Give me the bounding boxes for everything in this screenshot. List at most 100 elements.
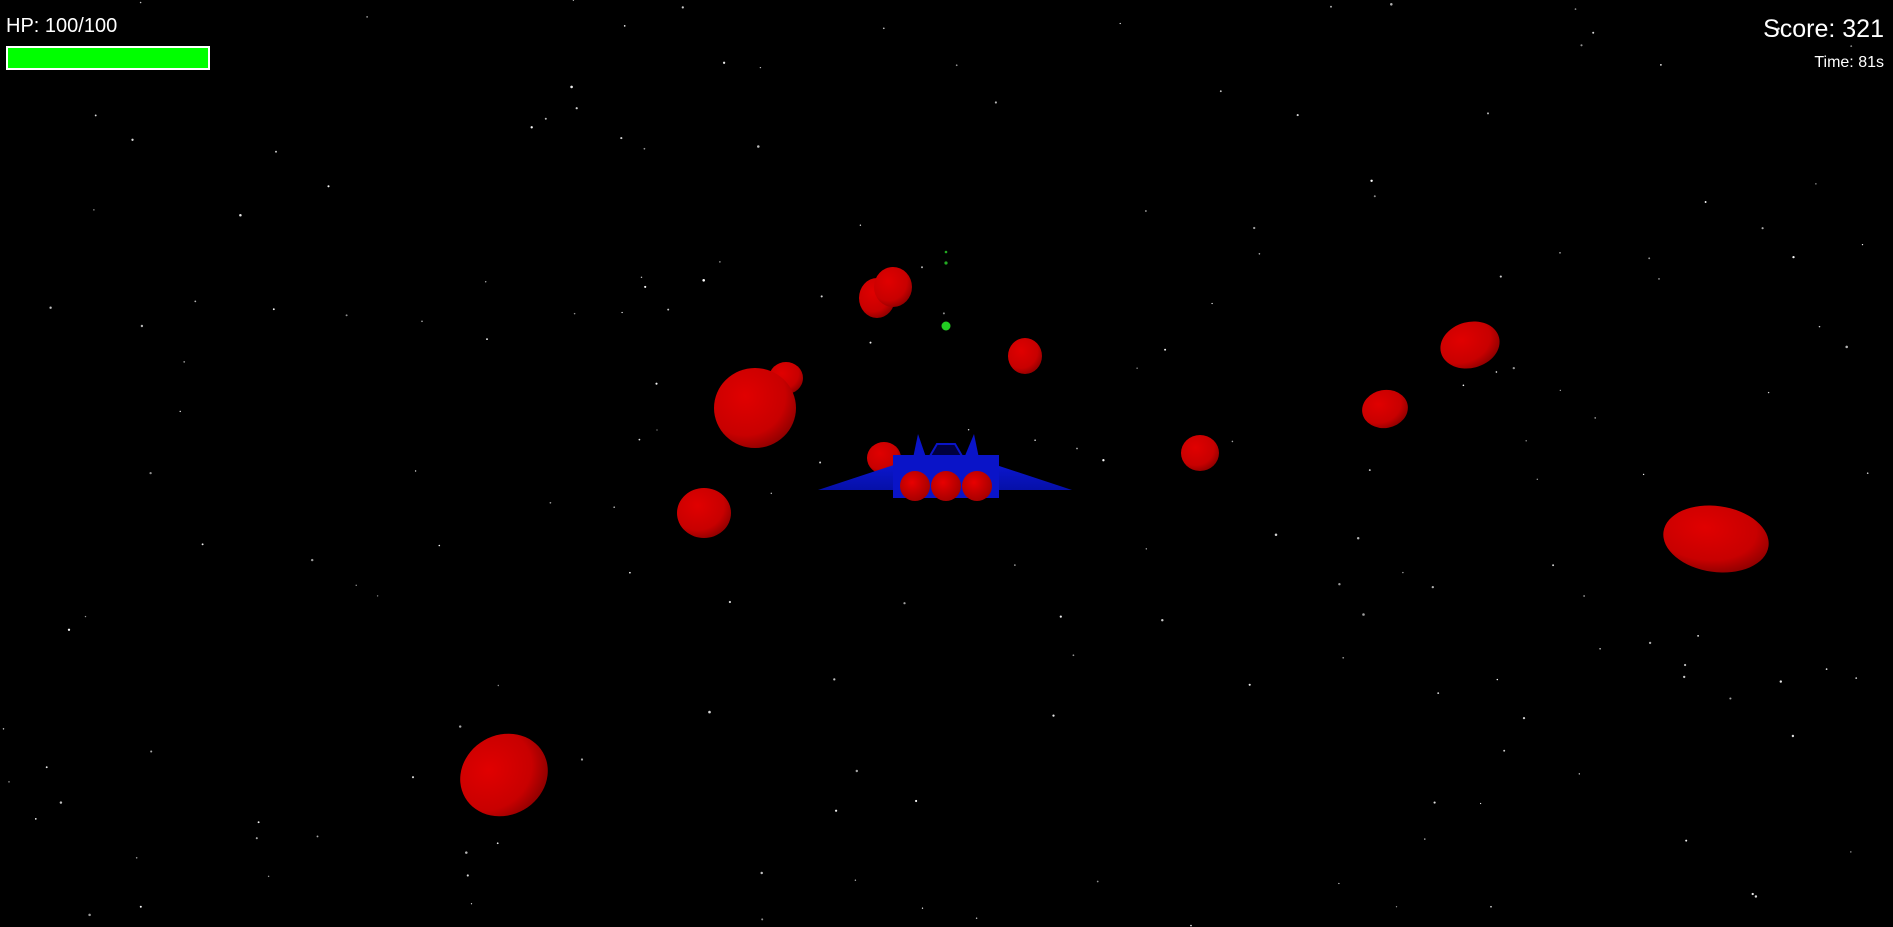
star xyxy=(131,138,134,141)
star xyxy=(1253,226,1256,230)
star xyxy=(458,725,462,728)
star xyxy=(1592,31,1595,34)
hp-label: HP: 100/100 xyxy=(6,15,118,37)
star xyxy=(640,276,643,279)
star xyxy=(345,314,348,317)
star xyxy=(1431,585,1434,589)
star xyxy=(994,101,997,104)
star xyxy=(149,471,152,475)
star xyxy=(1861,243,1864,246)
star xyxy=(1779,680,1782,683)
star xyxy=(316,835,319,838)
star xyxy=(194,300,197,303)
star xyxy=(621,311,623,314)
star xyxy=(1818,325,1821,328)
star xyxy=(1559,389,1561,392)
star xyxy=(1330,5,1332,8)
star xyxy=(1767,391,1770,394)
star xyxy=(1845,345,1848,349)
star xyxy=(915,799,918,803)
star xyxy=(1580,44,1583,47)
star xyxy=(572,0,575,1)
star xyxy=(140,324,144,328)
star xyxy=(486,338,488,341)
asteroid xyxy=(1440,321,1500,369)
star xyxy=(882,27,885,30)
star xyxy=(1368,469,1371,472)
star xyxy=(629,571,631,574)
star xyxy=(1395,906,1398,908)
star xyxy=(1370,179,1373,183)
star xyxy=(1815,183,1817,185)
star xyxy=(201,543,204,546)
star xyxy=(833,678,836,681)
star xyxy=(580,758,584,761)
asteroid xyxy=(1663,505,1769,573)
star xyxy=(1052,714,1055,717)
star xyxy=(623,25,626,27)
star xyxy=(1059,615,1062,618)
star xyxy=(59,801,63,804)
star xyxy=(761,918,764,921)
star xyxy=(820,295,823,298)
asteroid xyxy=(1362,389,1408,429)
star xyxy=(1559,252,1561,254)
ship-engine-center xyxy=(931,471,961,501)
star xyxy=(414,470,417,472)
star xyxy=(1161,618,1164,622)
star xyxy=(1487,112,1489,115)
star xyxy=(549,501,552,504)
star xyxy=(869,341,872,344)
star xyxy=(179,410,181,413)
star xyxy=(93,209,95,211)
ship-engine-left xyxy=(900,471,930,501)
star xyxy=(1648,257,1651,260)
star xyxy=(1248,683,1251,686)
star xyxy=(135,857,138,859)
star xyxy=(1258,253,1261,255)
star xyxy=(45,766,48,769)
star xyxy=(49,306,52,309)
star xyxy=(544,117,547,120)
star xyxy=(1102,459,1105,462)
star xyxy=(1145,210,1147,212)
star xyxy=(411,776,415,779)
star xyxy=(1685,839,1688,842)
star xyxy=(708,710,711,714)
star xyxy=(421,320,423,323)
star xyxy=(1599,647,1601,650)
star xyxy=(1729,697,1732,700)
star xyxy=(1136,367,1138,369)
star xyxy=(376,595,379,597)
star xyxy=(1642,473,1645,476)
star xyxy=(656,429,658,431)
star xyxy=(1683,675,1686,679)
score-label: Score: 321 xyxy=(1763,15,1884,43)
hp-bar xyxy=(6,46,210,70)
asteroid xyxy=(677,488,731,538)
star xyxy=(1373,195,1376,198)
star xyxy=(94,114,97,117)
asteroid xyxy=(1181,435,1219,471)
star xyxy=(1296,114,1299,117)
star xyxy=(1362,613,1365,616)
star xyxy=(967,428,970,431)
star xyxy=(183,361,186,363)
star xyxy=(1231,440,1234,443)
star xyxy=(1751,892,1754,896)
star xyxy=(719,261,721,263)
star xyxy=(770,492,773,495)
star xyxy=(2,728,5,730)
star xyxy=(1792,255,1795,259)
green-laser-bolt xyxy=(944,250,948,254)
star xyxy=(1777,27,1780,30)
star xyxy=(1825,668,1828,670)
star xyxy=(1791,734,1795,738)
time-label: Time: 81s xyxy=(1814,54,1884,71)
star xyxy=(1683,663,1687,667)
star xyxy=(1855,677,1858,679)
star xyxy=(1754,895,1758,898)
star xyxy=(67,628,71,631)
